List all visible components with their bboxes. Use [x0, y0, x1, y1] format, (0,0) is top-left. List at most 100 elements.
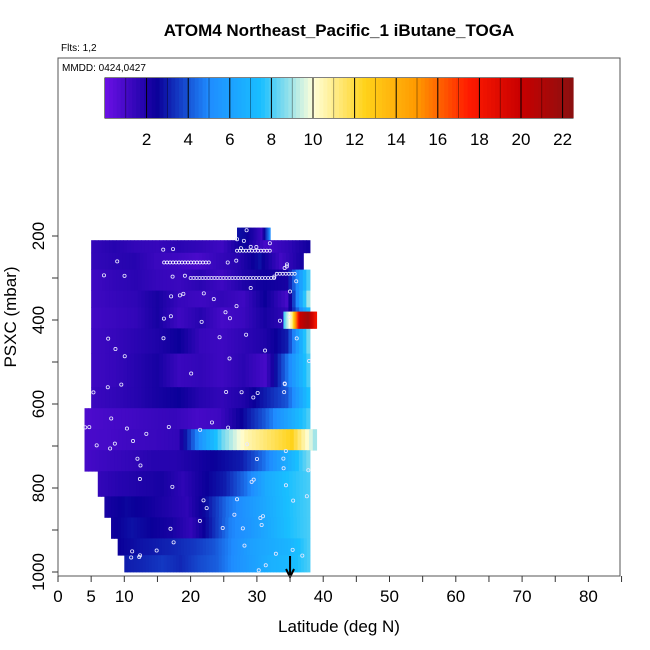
heatmap-cell	[247, 471, 252, 497]
heatmap-cell	[302, 240, 307, 254]
heatmap-cell	[141, 240, 146, 254]
heatmap-cell	[220, 290, 225, 308]
heatmap-cell	[189, 517, 194, 539]
colorbar-cell	[245, 78, 250, 118]
heatmap-cell	[195, 328, 200, 354]
heatmap-cell	[274, 240, 279, 254]
heatmap-cell	[153, 517, 158, 539]
sample-marker	[108, 446, 113, 451]
heatmap-cell	[116, 353, 121, 388]
heatmap-cell	[299, 328, 304, 354]
heatmap-cell	[148, 387, 153, 409]
heatmap-cell	[125, 471, 130, 497]
heatmap-cell	[105, 290, 110, 308]
heatmap-cell	[198, 269, 203, 291]
sample-marker	[144, 431, 149, 436]
heatmap-cell	[137, 290, 142, 308]
heatmap-cell	[221, 538, 226, 556]
heatmap-cell	[127, 240, 132, 254]
heatmap-cell	[213, 387, 218, 409]
heatmap-cell	[295, 408, 300, 430]
heatmap-cell	[123, 307, 128, 329]
heatmap-cell	[91, 240, 96, 254]
heatmap-cell	[234, 517, 239, 539]
heatmap-cell	[250, 450, 256, 472]
heatmap-cell	[84, 450, 89, 472]
heatmap-cell	[143, 408, 148, 430]
heatmap-cell	[130, 290, 135, 308]
heatmap-cell	[161, 538, 166, 556]
heatmap-hotspot-cell	[308, 311, 311, 329]
sample-marker	[94, 443, 99, 448]
heatmap-cell	[221, 517, 226, 539]
heatmap-cell	[254, 252, 259, 270]
heatmap-cell	[241, 353, 246, 388]
heatmap-cell	[170, 353, 175, 388]
heatmap-cell	[295, 450, 300, 472]
heatmap-cell	[195, 496, 200, 518]
heatmap-cell	[284, 450, 289, 472]
heatmap-cell	[259, 387, 264, 409]
heatmap-cell	[195, 290, 200, 308]
colorbar-cell	[502, 78, 508, 118]
heatmap-cell	[302, 450, 307, 472]
heatmap-cell	[300, 517, 304, 539]
heatmap-cell	[227, 353, 232, 388]
heatmap-cell	[163, 555, 168, 573]
heatmap-cell	[306, 450, 311, 472]
heatmap-cell	[293, 429, 299, 451]
heatmap-cell	[261, 555, 265, 573]
heatmap-cell	[289, 429, 295, 451]
heatmap-cell	[198, 496, 203, 518]
heatmap-cell	[166, 307, 171, 329]
heatmap-cell	[199, 517, 203, 539]
heatmap-cell	[240, 227, 243, 241]
heatmap-cell	[295, 290, 300, 308]
heatmap-cell	[266, 290, 271, 308]
heatmap-cell	[258, 450, 263, 472]
heatmap-cell	[98, 353, 103, 388]
heatmap-cell	[155, 538, 160, 556]
colorbar-cell	[116, 78, 122, 118]
heatmap-cell	[106, 408, 111, 430]
heatmap-cell	[160, 429, 165, 451]
heatmap-cell	[222, 471, 227, 497]
heatmap-cell	[139, 450, 145, 472]
heatmap-cell	[191, 429, 196, 451]
x-tick-label: 30	[247, 587, 266, 606]
heatmap-cell	[162, 408, 167, 430]
heatmap-cell	[261, 408, 267, 430]
heatmap-cell	[236, 471, 241, 497]
heatmap-cell	[180, 408, 185, 430]
heatmap-cell	[195, 450, 200, 472]
heatmap-cell	[248, 269, 254, 291]
heatmap-cell	[250, 471, 255, 497]
heatmap-cell	[218, 517, 223, 539]
heatmap-cell	[282, 252, 287, 270]
heatmap-cell	[199, 538, 204, 556]
heatmap-cell	[127, 496, 132, 518]
heatmap-cell	[165, 450, 171, 472]
colorbar-cell	[323, 78, 328, 118]
heatmap-cell	[268, 538, 273, 556]
sample-marker	[181, 291, 186, 296]
heatmap-cell	[205, 387, 211, 409]
heatmap-cell	[133, 517, 138, 539]
colorbar-cell	[428, 78, 434, 118]
heatmap-cell	[106, 450, 111, 472]
colorbar-cell	[249, 78, 254, 118]
heatmap-cell	[196, 538, 201, 556]
heatmap-cell	[272, 496, 277, 518]
heatmap-cell	[199, 450, 204, 472]
heatmap-cell	[172, 429, 177, 451]
sample-marker	[112, 441, 117, 446]
heatmap-cell	[98, 269, 103, 291]
heatmap-cell	[156, 517, 161, 539]
heatmap-cell	[288, 328, 293, 354]
heatmap-cell	[173, 353, 178, 388]
heatmap-cell	[111, 471, 116, 497]
sample-marker	[211, 297, 216, 302]
heatmap-cell	[179, 429, 184, 451]
heatmap-cell	[191, 387, 196, 409]
heatmap-cell	[184, 387, 189, 409]
